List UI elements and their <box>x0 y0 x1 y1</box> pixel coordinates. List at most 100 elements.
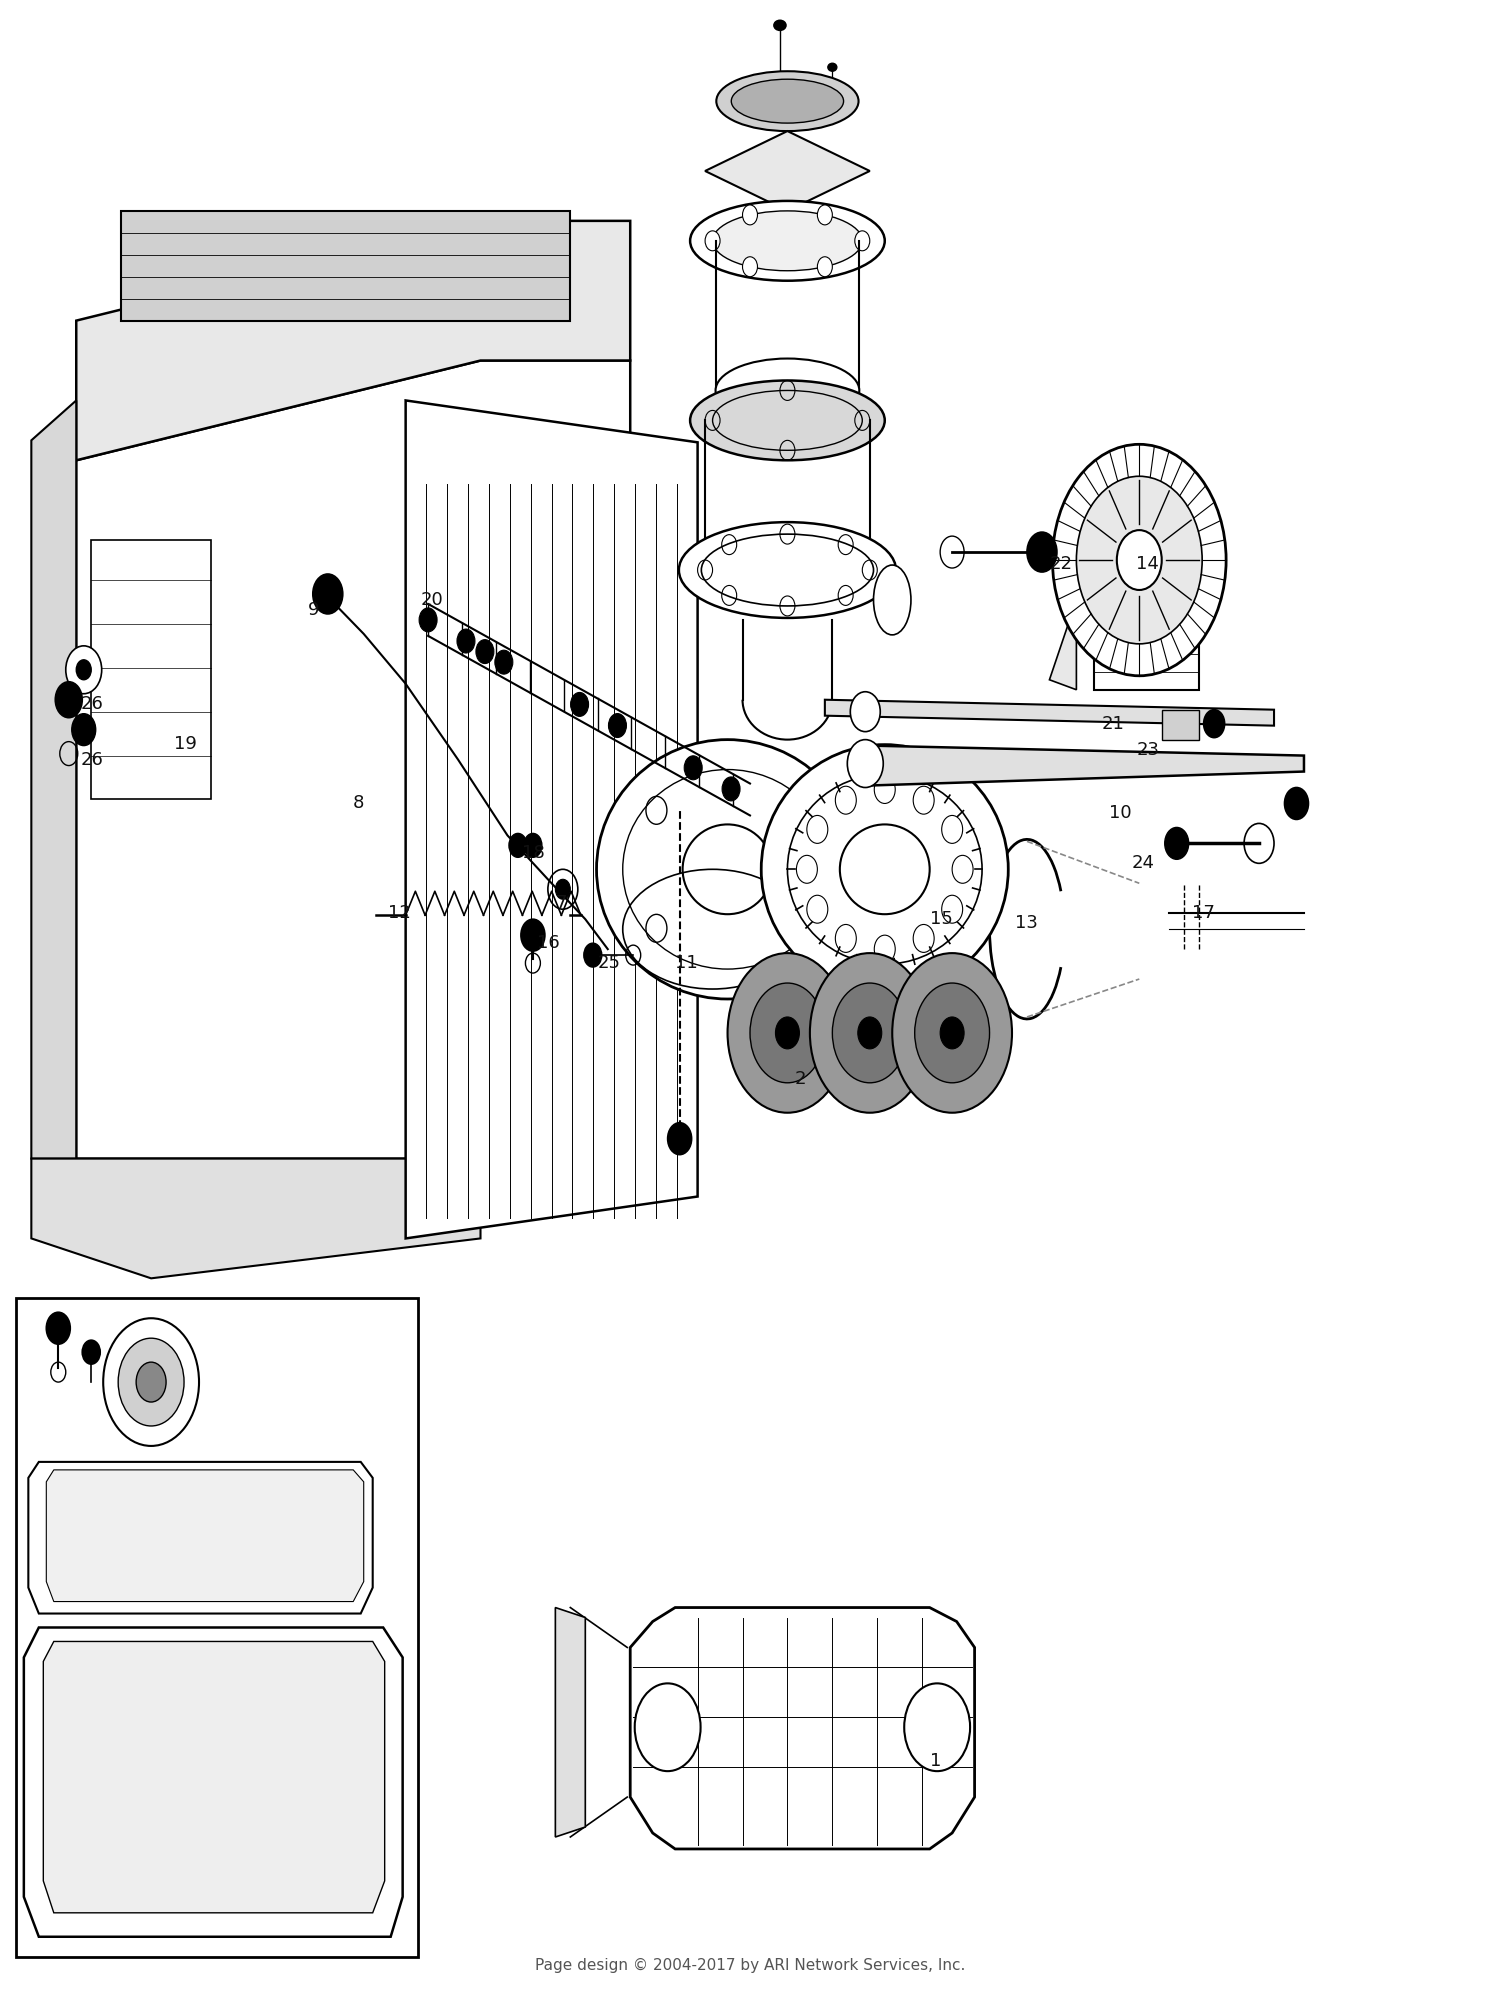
Circle shape <box>118 1339 184 1427</box>
Circle shape <box>776 1017 800 1049</box>
Circle shape <box>1284 787 1308 819</box>
Ellipse shape <box>680 521 896 617</box>
Ellipse shape <box>760 745 1008 995</box>
Circle shape <box>524 833 542 857</box>
Circle shape <box>476 639 494 663</box>
Circle shape <box>82 1341 100 1365</box>
Circle shape <box>728 953 848 1113</box>
Circle shape <box>684 755 702 779</box>
Text: 22: 22 <box>1050 555 1072 573</box>
Circle shape <box>72 713 96 745</box>
Polygon shape <box>630 1608 975 1848</box>
Circle shape <box>810 953 930 1113</box>
Circle shape <box>750 983 825 1083</box>
Polygon shape <box>28 1463 372 1614</box>
Polygon shape <box>76 360 630 1159</box>
Circle shape <box>1164 827 1188 859</box>
Circle shape <box>458 629 476 653</box>
Text: 19: 19 <box>174 735 196 753</box>
Circle shape <box>584 943 602 967</box>
Circle shape <box>520 919 544 951</box>
Bar <box>16 1299 417 1956</box>
Circle shape <box>892 953 1013 1113</box>
Polygon shape <box>705 132 870 212</box>
Ellipse shape <box>732 80 843 124</box>
Ellipse shape <box>873 565 910 635</box>
Polygon shape <box>32 1159 480 1279</box>
Text: 11: 11 <box>675 955 698 973</box>
Text: 14: 14 <box>1137 555 1160 573</box>
Circle shape <box>668 1123 692 1155</box>
Ellipse shape <box>690 380 885 460</box>
Polygon shape <box>32 400 76 1159</box>
Ellipse shape <box>716 358 860 422</box>
Circle shape <box>66 645 102 693</box>
Bar <box>1161 709 1198 739</box>
Circle shape <box>104 1319 200 1447</box>
Polygon shape <box>76 222 630 460</box>
Text: 17: 17 <box>1191 905 1215 923</box>
Circle shape <box>818 206 833 226</box>
Circle shape <box>915 983 990 1083</box>
Text: 13: 13 <box>1016 915 1038 933</box>
Circle shape <box>495 649 513 673</box>
Circle shape <box>555 879 570 899</box>
Text: 15: 15 <box>930 911 952 929</box>
Text: 21: 21 <box>1102 715 1125 733</box>
Polygon shape <box>44 1642 384 1912</box>
Text: 2: 2 <box>795 1069 807 1087</box>
Circle shape <box>818 258 833 276</box>
Circle shape <box>904 1684 970 1770</box>
Circle shape <box>1118 529 1161 589</box>
Polygon shape <box>862 745 1304 785</box>
Text: 8: 8 <box>352 795 364 813</box>
Text: 25: 25 <box>597 955 621 973</box>
Text: 16: 16 <box>537 935 560 953</box>
Text: 1: 1 <box>930 1752 940 1770</box>
Circle shape <box>1053 444 1226 675</box>
Polygon shape <box>1095 599 1198 689</box>
Polygon shape <box>1050 599 1077 689</box>
Text: 23: 23 <box>1137 741 1160 759</box>
Ellipse shape <box>690 202 885 282</box>
Text: 10: 10 <box>1110 805 1132 823</box>
Circle shape <box>570 693 588 717</box>
Ellipse shape <box>712 212 862 272</box>
Circle shape <box>855 232 870 252</box>
Polygon shape <box>24 1628 402 1936</box>
Circle shape <box>940 1017 964 1049</box>
Text: 18: 18 <box>522 845 544 863</box>
Circle shape <box>46 1313 70 1345</box>
Text: 26: 26 <box>81 695 104 713</box>
Polygon shape <box>555 1608 585 1836</box>
Ellipse shape <box>774 20 786 30</box>
Ellipse shape <box>828 64 837 72</box>
Circle shape <box>1077 476 1202 643</box>
Text: 26: 26 <box>81 751 104 769</box>
Circle shape <box>722 777 740 801</box>
Circle shape <box>742 206 758 226</box>
Text: 7: 7 <box>555 895 567 913</box>
Circle shape <box>1203 709 1224 737</box>
Circle shape <box>1028 531 1057 571</box>
Text: 9: 9 <box>309 601 320 619</box>
Text: 24: 24 <box>1132 855 1155 873</box>
Polygon shape <box>92 539 212 799</box>
Circle shape <box>509 833 526 857</box>
Polygon shape <box>825 699 1274 725</box>
Text: 12: 12 <box>387 905 411 923</box>
Circle shape <box>314 573 344 613</box>
Circle shape <box>833 983 908 1083</box>
Ellipse shape <box>717 72 858 132</box>
Text: Page design © 2004-2017 by ARI Network Services, Inc.: Page design © 2004-2017 by ARI Network S… <box>536 1958 964 1972</box>
Circle shape <box>609 713 627 737</box>
Circle shape <box>56 681 82 717</box>
Circle shape <box>850 691 880 731</box>
Circle shape <box>136 1363 166 1403</box>
Circle shape <box>76 659 92 679</box>
Text: 20: 20 <box>420 591 444 609</box>
Polygon shape <box>405 400 698 1239</box>
Circle shape <box>742 258 758 276</box>
Circle shape <box>858 1017 882 1049</box>
Circle shape <box>705 232 720 252</box>
